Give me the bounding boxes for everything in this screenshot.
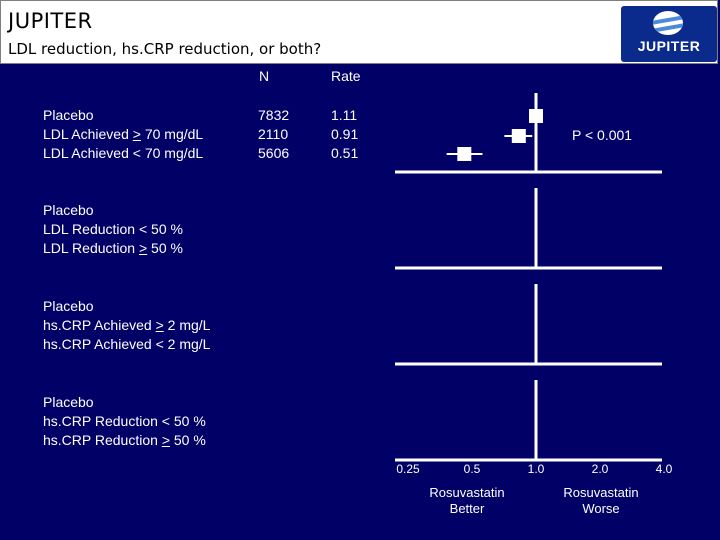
- estimate-marker: [457, 147, 472, 161]
- row-label: Placebo: [43, 107, 94, 123]
- jupiter-logo: JUPITER: [621, 6, 717, 62]
- x-tick-label: 0.5: [464, 462, 481, 476]
- estimate-marker: [511, 129, 526, 143]
- column-header-rate: Rate: [331, 68, 361, 84]
- column-header-n: N: [259, 68, 270, 84]
- direction-label: Rosuvastatin: [563, 485, 638, 500]
- x-tick-label: 2.0: [592, 462, 609, 476]
- row-label: Placebo: [43, 394, 94, 410]
- row-label: LDL Achieved > 70 mg/dL: [43, 126, 204, 142]
- row-rate: 0.91: [331, 126, 359, 142]
- row-n: 5606: [258, 145, 290, 161]
- slide-title: JUPITER: [8, 9, 93, 33]
- header-bar: JUPITER LDL reduction, hs.CRP reduction,…: [0, 0, 718, 64]
- row-label: Placebo: [43, 298, 94, 314]
- row-label: hs.CRP Achieved < 2 mg/L: [43, 336, 211, 352]
- globe-icon: [653, 11, 683, 35]
- direction-label: Rosuvastatin: [429, 485, 504, 500]
- direction-label: Worse: [582, 501, 619, 516]
- x-tick-label: 1.0: [528, 462, 545, 476]
- row-label: hs.CRP Reduction > 50 %: [43, 432, 206, 448]
- direction-label: Better: [450, 501, 485, 516]
- logo-text: JUPITER: [637, 38, 701, 54]
- p-value: P < 0.001: [572, 127, 632, 143]
- x-tick-label: 0.25: [396, 462, 420, 476]
- row-label: LDL Reduction > 50 %: [43, 240, 183, 256]
- row-rate: 1.11: [331, 107, 358, 123]
- slide-subtitle: LDL reduction, hs.CRP reduction, or both…: [8, 40, 322, 58]
- row-n: 2110: [258, 126, 289, 142]
- estimate-marker: [529, 109, 543, 123]
- row-rate: 0.51: [331, 145, 359, 161]
- row-n: 7832: [258, 107, 290, 123]
- row-label: Placebo: [43, 202, 94, 218]
- row-label: LDL Reduction < 50 %: [43, 221, 183, 237]
- row-label: hs.CRP Reduction < 50 %: [43, 413, 206, 429]
- row-label: LDL Achieved < 70 mg/dL: [43, 145, 204, 161]
- row-label: hs.CRP Achieved > 2 mg/L: [43, 317, 211, 333]
- x-tick-label: 4.0: [656, 462, 673, 476]
